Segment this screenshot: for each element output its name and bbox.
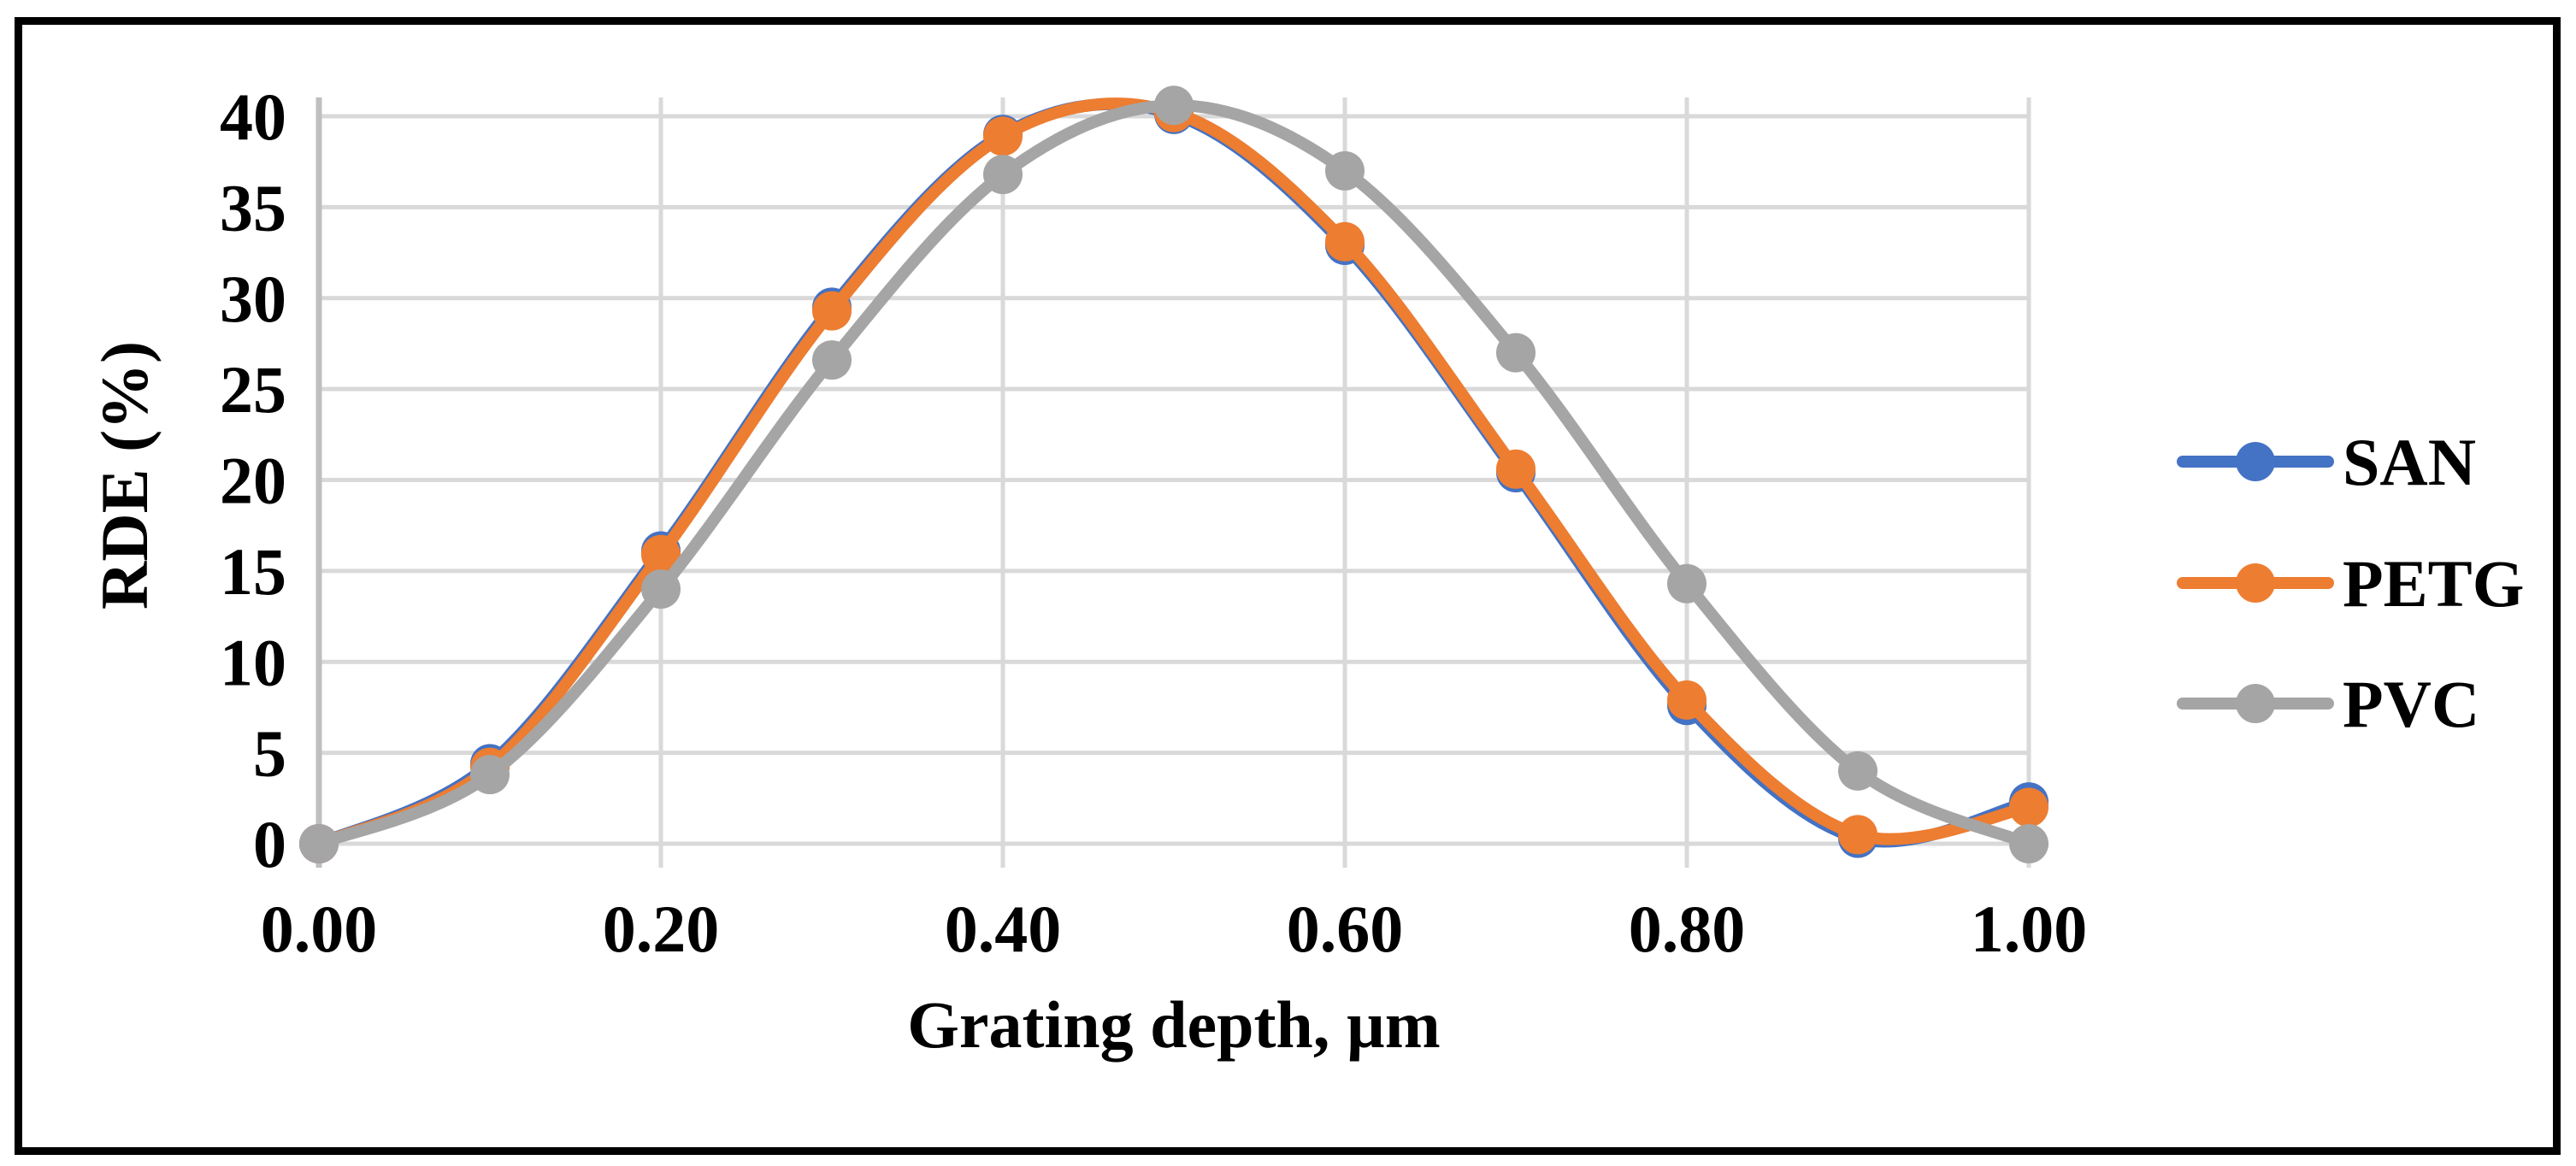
x-tick-label: 0.80 [1629, 892, 1746, 966]
legend-marker-PETG [2236, 563, 2275, 603]
data-point-PVC [1154, 85, 1194, 126]
y-tick-label: 35 [220, 170, 286, 244]
x-tick-label: 1.00 [1971, 892, 2088, 966]
legend-marker-PVC [2236, 684, 2275, 723]
data-point-PETG [1838, 815, 1877, 855]
data-point-PVC [1496, 333, 1536, 373]
y-tick-label: 40 [220, 80, 286, 154]
x-tick-labels: 0.00 0.20 0.40 0.60 0.80 1.00 [261, 892, 2088, 966]
legend: SAN PETG PVC [2177, 425, 2524, 741]
legend-item-PETG: PETG [2177, 546, 2524, 621]
data-point-PVC [1667, 563, 1707, 604]
data-point-PVC [812, 340, 852, 380]
data-point-PVC [2009, 824, 2048, 863]
y-tick-labels: 0 5 10 15 20 25 30 35 40 [220, 80, 286, 881]
data-point-PETG [1325, 221, 1365, 262]
x-tick-label: 0.00 [261, 892, 378, 966]
x-tick-label: 0.60 [1287, 892, 1404, 966]
x-axis-title: Grating depth, µm [907, 987, 1440, 1062]
x-tick-label: 0.40 [945, 892, 1062, 966]
data-point-PETG [641, 534, 681, 574]
series-line-PETG [313, 97, 2035, 850]
legend-label-PVC: PVC [2343, 667, 2479, 741]
gridlines [319, 97, 2031, 846]
data-point-PVC [1838, 751, 1877, 791]
data-point-PETG [2009, 787, 2048, 827]
data-point-PETG [1496, 449, 1536, 489]
legend-item-SAN: SAN [2177, 425, 2476, 499]
x-tick-label: 0.20 [603, 892, 720, 966]
y-tick-label: 10 [220, 625, 286, 699]
y-axis-title: RDE (%) [87, 341, 162, 610]
legend-label-PETG: PETG [2343, 546, 2524, 621]
data-point-PETG [812, 291, 852, 331]
outer-border [15, 17, 2561, 1155]
y-tick-label: 30 [220, 262, 286, 336]
data-point-PVC [983, 155, 1023, 195]
series-line-PVC [313, 99, 2035, 850]
data-point-PETG [983, 116, 1023, 156]
y-tick-label: 20 [220, 444, 286, 518]
series-PVC [299, 85, 2048, 863]
y-tick-label: 5 [253, 716, 286, 791]
legend-item-PVC: PVC [2177, 667, 2479, 741]
data-point-PVC [299, 824, 339, 863]
legend-label-SAN: SAN [2343, 425, 2476, 499]
data-point-PETG [1667, 680, 1707, 720]
data-point-PVC [1325, 150, 1365, 191]
data-point-PVC [470, 755, 510, 795]
y-tick-label: 15 [220, 534, 286, 609]
data-point-PVC [641, 569, 681, 610]
y-tick-label: 0 [253, 807, 286, 881]
legend-marker-SAN [2236, 442, 2275, 481]
series-lines [299, 85, 2048, 863]
y-tick-label: 25 [220, 352, 286, 427]
series-line-SAN [313, 97, 2035, 850]
